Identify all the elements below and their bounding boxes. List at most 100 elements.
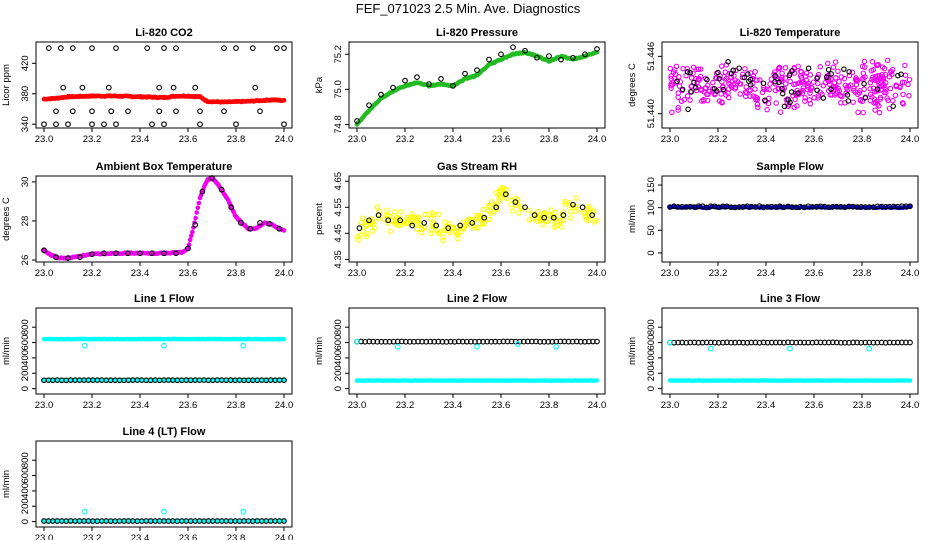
data-point [512, 199, 519, 205]
data-point [281, 518, 287, 524]
data-point [719, 63, 725, 69]
data-point [877, 94, 884, 101]
data-point [438, 76, 444, 82]
data-point [553, 223, 560, 229]
data-point [81, 342, 88, 349]
plot-frame [348, 175, 606, 263]
data-point [861, 86, 867, 92]
data-point [594, 338, 600, 345]
data-point [281, 121, 287, 128]
series-black [667, 203, 913, 211]
data-point [745, 71, 751, 77]
data-point [887, 68, 894, 75]
panel-line1: Line 1 Flow ml/min 23.0 23.2 23.4 23.6 23.8 24.… [1, 293, 293, 411]
series-black [354, 44, 600, 124]
x-tick-label: 23.8 [853, 134, 872, 145]
panel-co2: Li-820 CO2 Licor ppm 23.0 23.2 23.4 23.6 23.8 2… [1, 27, 293, 145]
data-point [485, 202, 492, 209]
x-tick-label: 23.6 [179, 533, 198, 540]
data-point [355, 236, 361, 243]
data-point [418, 229, 425, 236]
data-point [862, 74, 868, 80]
data-point [436, 211, 442, 218]
data-point [510, 44, 516, 51]
data-point [752, 68, 758, 75]
x-tick-label: 23.0 [35, 533, 54, 540]
data-point [281, 45, 287, 51]
panel-title: Gas Stream RH [437, 161, 517, 173]
y-tick-label: 200 [20, 498, 31, 514]
data-point [519, 205, 525, 212]
data-point [860, 109, 867, 116]
data-point [787, 345, 793, 352]
data-point [276, 225, 283, 232]
x-tick-label: 23.2 [396, 268, 415, 279]
data-point [387, 228, 394, 234]
data-point [450, 83, 456, 89]
x-tick-label: 23.2 [83, 400, 102, 411]
data-point [548, 207, 554, 213]
x-tick-label: 23.6 [179, 268, 198, 279]
x-tick-label: 23.8 [227, 533, 246, 540]
page-title: FEF_071023 2.5 Min. Ave. Diagnostics [355, 1, 581, 16]
data-point [720, 86, 727, 93]
data-point [782, 75, 789, 81]
y-axis-label: kPa [314, 76, 325, 93]
data-point [737, 81, 744, 87]
x-tick-label: 23.4 [757, 400, 776, 411]
data-point [469, 216, 476, 223]
data-point [869, 58, 876, 65]
data-point [570, 204, 577, 211]
data-point [53, 108, 59, 115]
data-point [233, 121, 239, 128]
panel-title: Line 1 Flow [134, 293, 194, 305]
data-point [867, 91, 874, 98]
data-point [486, 204, 493, 210]
data-point [772, 87, 779, 94]
data-point [850, 99, 856, 105]
data-point [879, 71, 885, 78]
data-point [814, 75, 820, 82]
data-point [867, 86, 873, 92]
x-tick-label: 23.0 [35, 400, 54, 411]
y-tick-label: 28 [20, 216, 31, 227]
data-point [457, 222, 464, 229]
data-point [728, 74, 734, 80]
x-tick-label: 23.4 [444, 268, 463, 279]
data-point [60, 84, 67, 91]
data-point [905, 81, 911, 88]
data-point [861, 81, 867, 87]
data-point [421, 220, 428, 226]
data-point [872, 99, 879, 106]
data-point [161, 121, 167, 128]
data-point [384, 207, 390, 213]
data-point [354, 118, 360, 124]
data-point [192, 222, 199, 228]
data-point [534, 218, 540, 225]
series-magenta [667, 57, 913, 116]
data-point [718, 91, 724, 97]
y-tick-label: 51.440 [646, 99, 657, 128]
data-point [426, 81, 432, 87]
data-point [902, 62, 908, 69]
data-point [789, 68, 795, 74]
y-axis-label: percent [314, 203, 325, 235]
data-point [418, 226, 425, 232]
plot-frame [348, 307, 606, 395]
data-point [113, 121, 119, 128]
data-point [79, 84, 86, 91]
data-point [828, 71, 834, 77]
data-point [743, 84, 750, 90]
x-tick-label: 24.0 [275, 134, 294, 145]
data-point [807, 72, 814, 78]
data-point [845, 98, 852, 104]
x-tick-label: 23.2 [396, 400, 415, 411]
data-point [741, 74, 747, 81]
x-tick-label: 23.0 [661, 400, 680, 411]
data-point [693, 84, 699, 91]
data-point [715, 69, 721, 76]
data-point [876, 72, 882, 79]
data-point [540, 221, 546, 228]
x-tick-label: 23.8 [540, 268, 559, 279]
y-tick-label: 100 [646, 200, 657, 216]
